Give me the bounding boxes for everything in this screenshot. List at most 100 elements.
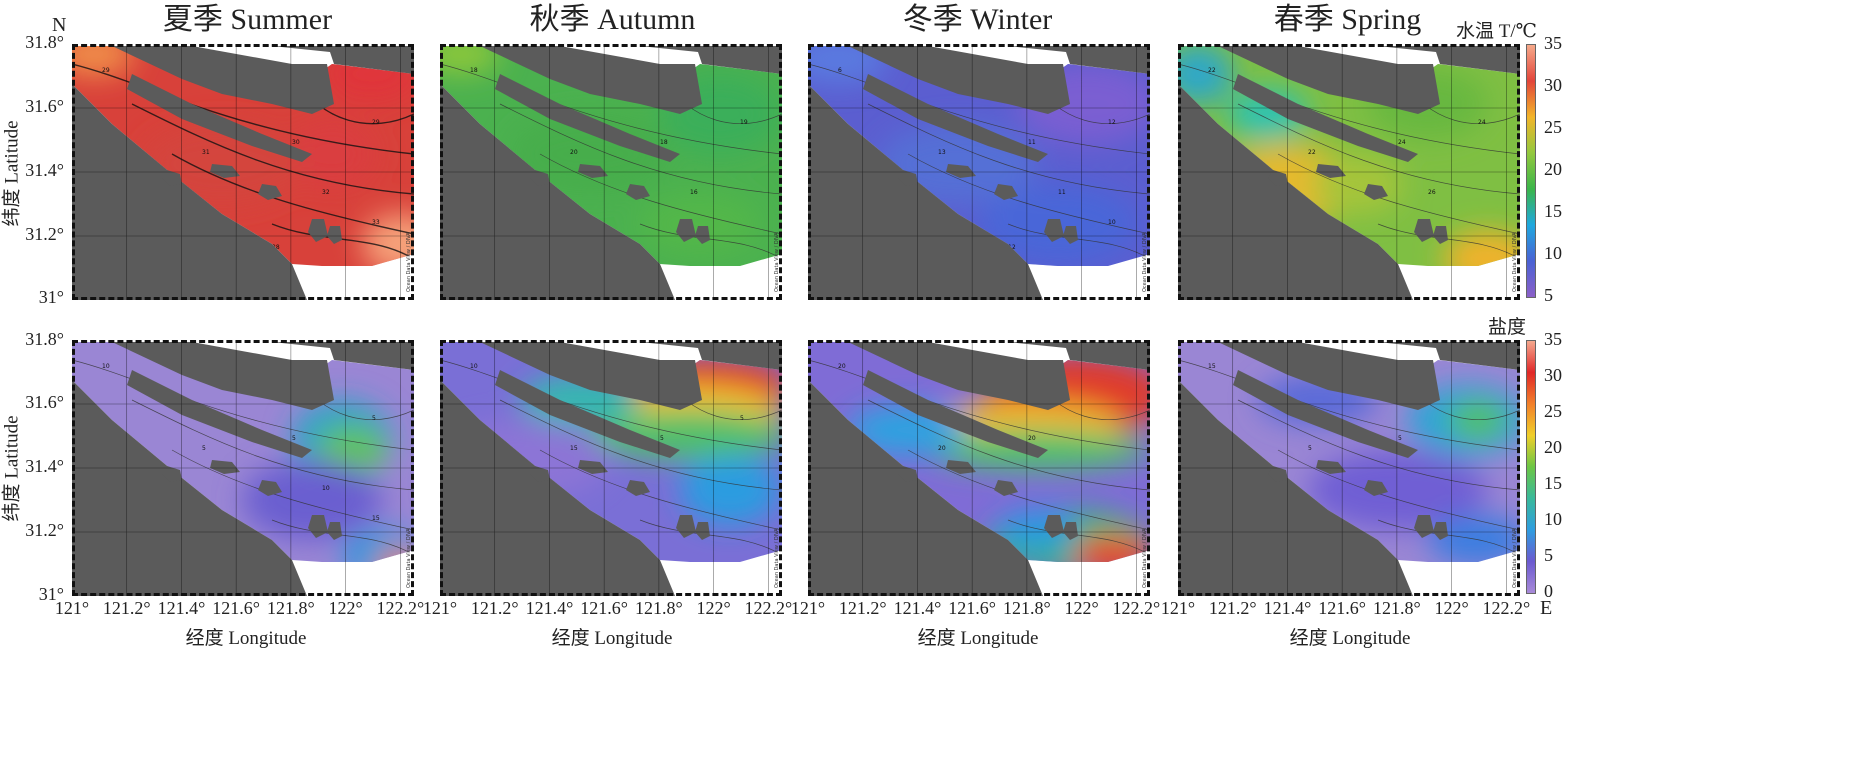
- y-tick-bottom-31: 31°: [38, 584, 64, 604]
- land-island-5: [898, 466, 918, 482]
- panel-credit: Ocean Data View / DIVA: [1142, 232, 1148, 292]
- contour-label: 15: [570, 445, 578, 452]
- contour-line-2: [171, 153, 414, 235]
- contour-line-0: [808, 63, 1150, 155]
- x-tick-1-0: 121°: [422, 598, 458, 618]
- contour-label: 29: [372, 119, 380, 126]
- land-south-bank: [72, 380, 307, 596]
- temperature-map-summer: 292930313029323328Ocean Data View / DIVA: [72, 44, 414, 300]
- graticule: [72, 44, 414, 300]
- contour-label: 10: [470, 363, 478, 370]
- x-tick-2-4: 121.8°: [1003, 598, 1051, 618]
- land-island-5: [162, 170, 182, 186]
- graticule: [808, 44, 1150, 300]
- land-island-1: [848, 342, 1070, 410]
- contour-line-2: [539, 153, 782, 235]
- contour-line-2: [907, 153, 1150, 235]
- y-tick-bottom-31-4: 31.4°: [25, 456, 64, 476]
- graticule: [808, 340, 1150, 596]
- land-island-4: [946, 460, 976, 474]
- land-island-3: [640, 46, 782, 74]
- season-title-autumn: 秋季 Autumn: [529, 3, 696, 36]
- map-svg: 2030152020: [808, 340, 1150, 596]
- contour-label: 12: [1008, 244, 1016, 251]
- land-island-8: [327, 226, 342, 244]
- contour-label: 10: [102, 363, 110, 370]
- land-island-4: [578, 164, 608, 178]
- y-axis-title-top: 纬度 Latitude: [1, 120, 23, 227]
- contour-line-2: [907, 449, 1150, 531]
- land-island-8: [1433, 522, 1448, 540]
- y-tick-top-31-2: 31.2°: [25, 224, 64, 244]
- contour-line-4: [639, 519, 782, 556]
- land-south-bank: [440, 380, 675, 596]
- land-island-8: [327, 522, 342, 540]
- salinity-map-spring: 15201055Ocean Data View / DIVA: [1178, 340, 1520, 596]
- contour-line-2: [539, 449, 782, 531]
- land-island-2: [495, 370, 680, 458]
- field-blob-3: [680, 455, 780, 525]
- temperature-map-winter: 6810131112111012Ocean Data View / DIVA: [808, 44, 1150, 300]
- field-blob-3: [1313, 154, 1403, 214]
- land-island-8: [1433, 226, 1448, 244]
- panel-credit: Ocean Data View / DIVA: [1512, 232, 1518, 292]
- graticule: [1178, 340, 1520, 596]
- land-island-2: [495, 74, 680, 162]
- map-svg: 15201055: [1178, 340, 1520, 596]
- land-island-1: [480, 46, 702, 114]
- contour-label: 15: [1208, 363, 1216, 370]
- contour-line-4: [1377, 223, 1520, 260]
- contour-label: 11: [1028, 139, 1036, 146]
- salinity-colorbar-title: 盐度: [1488, 317, 1527, 338]
- y-tick-top-31-8: 31.8°: [25, 32, 64, 52]
- field-blob-3: [342, 530, 414, 562]
- map-svg: 6810131112111012: [808, 44, 1150, 300]
- contour-label: 5: [660, 435, 664, 442]
- contour-label: 15: [372, 515, 380, 522]
- x-tick-2-2: 121.4°: [893, 598, 942, 618]
- y-tick-bottom-31-8: 31.8°: [25, 329, 64, 349]
- contour-label: 33: [372, 219, 380, 226]
- contour-line-1: [867, 399, 1150, 491]
- contour-label: 12: [1108, 119, 1116, 126]
- contour-label: 18: [660, 139, 668, 146]
- temperature-colorbar-title: 水温 T/℃: [1456, 21, 1537, 42]
- cbar-sal-tick-15: 15: [1544, 473, 1562, 493]
- contour-label: 24: [1398, 139, 1406, 146]
- contour-label: 22: [1208, 67, 1216, 74]
- x-tick-3-3: 121.6°: [1318, 598, 1366, 618]
- contour-line-1: [499, 399, 782, 491]
- contour-label: 29: [102, 67, 110, 74]
- field-blob-0: [440, 46, 500, 74]
- land-island-4: [210, 460, 240, 474]
- y-axis-title-bottom: 纬度 Latitude: [1, 415, 23, 522]
- land-island-4: [1316, 460, 1346, 474]
- land-island-3: [272, 46, 414, 74]
- land-island-6: [1364, 480, 1388, 496]
- field-blob-2: [640, 194, 760, 254]
- contour-line-0: [440, 359, 782, 451]
- season-title-spring: 春季 Spring: [1273, 3, 1422, 36]
- contour-label: 6: [838, 67, 842, 74]
- contour-label: 13: [938, 149, 946, 156]
- contour-label: 20: [1028, 435, 1036, 442]
- graticule: [1178, 44, 1520, 300]
- cbar-temp-tick-15: 15: [1544, 201, 1562, 221]
- x-tick-1-6: 122.2°: [744, 598, 793, 618]
- x-tick-3-5: 122°: [1434, 598, 1469, 618]
- land-island-2: [863, 74, 1048, 162]
- cbar-sal-tick-35: 35: [1544, 329, 1562, 349]
- x-axis-title-spring: 经度 Longitude: [1289, 628, 1411, 649]
- salinity-map-summer: 1015205551015Ocean Data View / DIVA: [72, 340, 414, 596]
- land-south-bank: [440, 84, 675, 300]
- contour-label: 10: [1108, 219, 1116, 226]
- contour-line-0: [440, 63, 782, 155]
- contour-label: 28: [272, 244, 280, 251]
- land-island-6: [258, 480, 282, 496]
- y-tick-top-31-4: 31.4°: [25, 160, 64, 180]
- land-island-4: [578, 460, 608, 474]
- field-blob-4: [1073, 535, 1150, 562]
- contour-line-2: [1277, 449, 1520, 531]
- x-tick-3-4: 121.8°: [1373, 598, 1421, 618]
- graticule: [440, 44, 782, 300]
